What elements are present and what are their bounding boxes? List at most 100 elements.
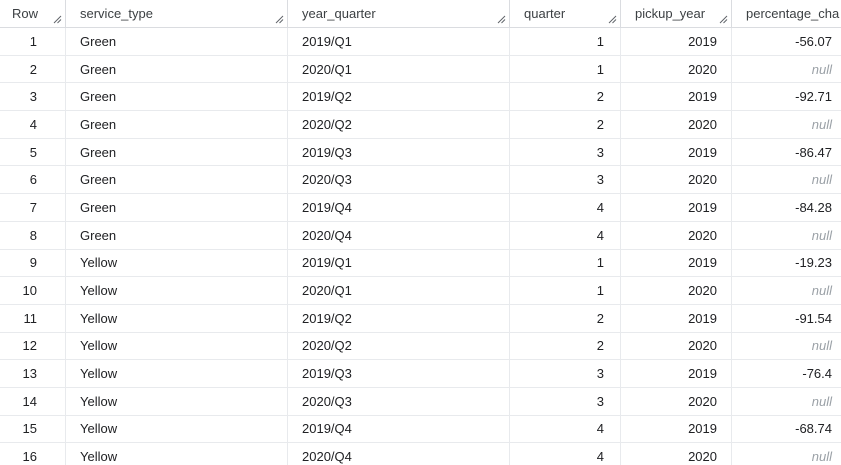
table-row[interactable]: 16 Yellow 2020/Q4 4 2020 null — [0, 443, 841, 465]
pickup-year-cell[interactable]: 2019 — [621, 360, 732, 387]
year-quarter-cell[interactable]: 2019/Q3 — [288, 360, 510, 387]
service-type-cell[interactable]: Green — [66, 28, 288, 55]
year-quarter-cell[interactable]: 2019/Q1 — [288, 28, 510, 55]
table-row[interactable]: 12 Yellow 2020/Q2 2 2020 null — [0, 332, 841, 361]
table-row[interactable]: 6 Green 2020/Q3 3 2020 null — [0, 166, 841, 195]
quarter-cell[interactable]: 2 — [510, 332, 621, 360]
table-row[interactable]: 14 Yellow 2020/Q3 3 2020 null — [0, 387, 841, 416]
year-quarter-cell[interactable]: 2019/Q1 — [288, 249, 510, 277]
pickup-year-cell[interactable]: 2019 — [621, 415, 732, 443]
pickup-year-cell[interactable]: 2020 — [621, 221, 732, 249]
pickup-year-cell[interactable]: 2020 — [621, 111, 732, 138]
year-quarter-cell[interactable]: 2020/Q3 — [288, 166, 510, 194]
table-row[interactable]: 11 Yellow 2019/Q2 2 2019 -91.54 — [0, 304, 841, 333]
year-quarter-cell[interactable]: 2019/Q2 — [288, 83, 510, 111]
row-number-cell[interactable]: 9 — [0, 249, 66, 277]
row-number-cell[interactable]: 12 — [0, 332, 66, 360]
year-quarter-cell[interactable]: 2020/Q4 — [288, 221, 510, 249]
column-header-quarter[interactable]: quarter — [510, 0, 621, 27]
column-header-service-type[interactable]: service_type — [66, 0, 288, 27]
percentage-change-cell[interactable]: -91.54 — [732, 305, 841, 332]
year-quarter-cell[interactable]: 2020/Q4 — [288, 443, 510, 465]
quarter-cell[interactable]: 4 — [510, 194, 621, 221]
pickup-year-cell[interactable]: 2019 — [621, 249, 732, 277]
service-type-cell[interactable]: Green — [66, 111, 288, 138]
row-number-cell[interactable]: 8 — [0, 221, 66, 249]
pickup-year-cell[interactable]: 2019 — [621, 83, 732, 111]
table-row[interactable]: 9 Yellow 2019/Q1 1 2019 -19.23 — [0, 249, 841, 278]
column-header-percentage-change[interactable]: percentage_cha — [732, 0, 841, 27]
table-row[interactable]: 13 Yellow 2019/Q3 3 2019 -76.4 — [0, 360, 841, 388]
quarter-cell[interactable]: 3 — [510, 387, 621, 415]
row-number-cell[interactable]: 15 — [0, 415, 66, 443]
table-row[interactable]: 1 Green 2019/Q1 1 2019 -56.07 — [0, 28, 841, 56]
quarter-cell[interactable]: 1 — [510, 28, 621, 55]
service-type-cell[interactable]: Yellow — [66, 332, 288, 360]
column-resize-handle-icon[interactable] — [53, 15, 62, 24]
pickup-year-cell[interactable]: 2020 — [621, 443, 732, 465]
row-number-cell[interactable]: 1 — [0, 28, 66, 55]
table-row[interactable]: 3 Green 2019/Q2 2 2019 -92.71 — [0, 83, 841, 112]
percentage-change-cell[interactable]: null — [732, 56, 841, 83]
percentage-change-cell[interactable]: -76.4 — [732, 360, 841, 387]
service-type-cell[interactable]: Green — [66, 83, 288, 111]
service-type-cell[interactable]: Green — [66, 194, 288, 221]
pickup-year-cell[interactable]: 2020 — [621, 332, 732, 360]
percentage-change-cell[interactable]: null — [732, 333, 841, 360]
percentage-change-cell[interactable]: -56.07 — [732, 28, 841, 55]
year-quarter-cell[interactable]: 2019/Q4 — [288, 194, 510, 221]
row-number-cell[interactable]: 14 — [0, 387, 66, 415]
percentage-change-cell[interactable]: null — [732, 222, 841, 249]
column-resize-handle-icon[interactable] — [497, 15, 506, 24]
row-number-cell[interactable]: 11 — [0, 304, 66, 332]
pickup-year-cell[interactable]: 2020 — [621, 277, 732, 304]
pickup-year-cell[interactable]: 2019 — [621, 304, 732, 332]
column-resize-handle-icon[interactable] — [275, 15, 284, 24]
pickup-year-cell[interactable]: 2019 — [621, 194, 732, 221]
row-number-cell[interactable]: 16 — [0, 443, 66, 465]
year-quarter-cell[interactable]: 2020/Q1 — [288, 55, 510, 83]
row-number-cell[interactable]: 3 — [0, 83, 66, 111]
service-type-cell[interactable]: Green — [66, 55, 288, 83]
percentage-change-cell[interactable]: null — [732, 166, 841, 193]
service-type-cell[interactable]: Green — [66, 138, 288, 166]
row-number-cell[interactable]: 7 — [0, 194, 66, 221]
row-number-cell[interactable]: 10 — [0, 277, 66, 304]
table-row[interactable]: 15 Yellow 2019/Q4 4 2019 -68.74 — [0, 415, 841, 444]
quarter-cell[interactable]: 2 — [510, 304, 621, 332]
service-type-cell[interactable]: Yellow — [66, 277, 288, 304]
pickup-year-cell[interactable]: 2020 — [621, 55, 732, 83]
quarter-cell[interactable]: 2 — [510, 83, 621, 111]
percentage-change-cell[interactable]: -68.74 — [732, 416, 841, 443]
quarter-cell[interactable]: 2 — [510, 111, 621, 138]
percentage-change-cell[interactable]: null — [732, 443, 841, 465]
row-number-cell[interactable]: 2 — [0, 55, 66, 83]
year-quarter-cell[interactable]: 2019/Q4 — [288, 415, 510, 443]
column-header-pickup-year[interactable]: pickup_year — [621, 0, 732, 27]
table-row[interactable]: 10 Yellow 2020/Q1 1 2020 null — [0, 277, 841, 305]
quarter-cell[interactable]: 1 — [510, 55, 621, 83]
table-row[interactable]: 2 Green 2020/Q1 1 2020 null — [0, 55, 841, 84]
percentage-change-cell[interactable]: null — [732, 111, 841, 138]
row-number-cell[interactable]: 13 — [0, 360, 66, 387]
pickup-year-cell[interactable]: 2020 — [621, 166, 732, 194]
row-number-cell[interactable]: 4 — [0, 111, 66, 138]
year-quarter-cell[interactable]: 2020/Q1 — [288, 277, 510, 304]
service-type-cell[interactable]: Green — [66, 166, 288, 194]
service-type-cell[interactable]: Yellow — [66, 360, 288, 387]
quarter-cell[interactable]: 3 — [510, 166, 621, 194]
column-header-row[interactable]: Row — [0, 0, 66, 27]
pickup-year-cell[interactable]: 2020 — [621, 387, 732, 415]
table-row[interactable]: 4 Green 2020/Q2 2 2020 null — [0, 111, 841, 139]
column-header-year-quarter[interactable]: year_quarter — [288, 0, 510, 27]
service-type-cell[interactable]: Yellow — [66, 443, 288, 465]
service-type-cell[interactable]: Yellow — [66, 304, 288, 332]
table-row[interactable]: 7 Green 2019/Q4 4 2019 -84.28 — [0, 194, 841, 222]
percentage-change-cell[interactable]: null — [732, 388, 841, 415]
service-type-cell[interactable]: Green — [66, 221, 288, 249]
quarter-cell[interactable]: 4 — [510, 443, 621, 465]
column-resize-handle-icon[interactable] — [608, 15, 617, 24]
quarter-cell[interactable]: 4 — [510, 221, 621, 249]
quarter-cell[interactable]: 3 — [510, 138, 621, 166]
service-type-cell[interactable]: Yellow — [66, 387, 288, 415]
